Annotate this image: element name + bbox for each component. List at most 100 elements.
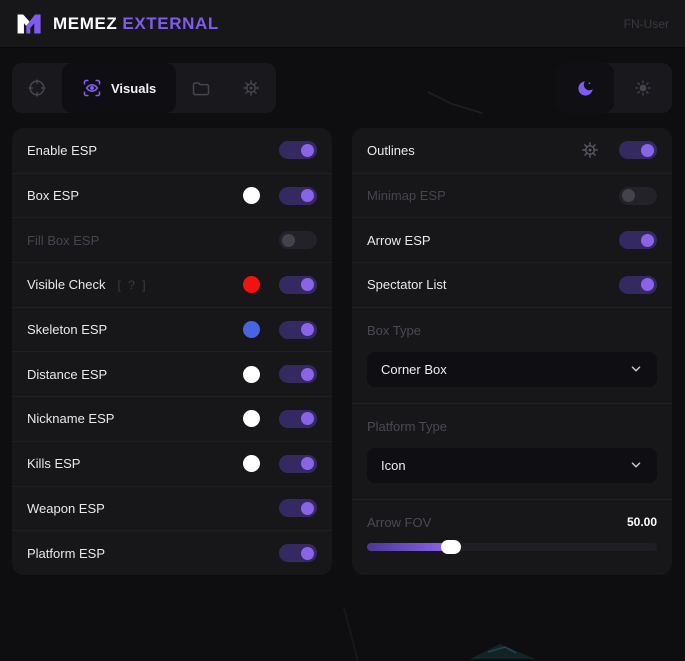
color-swatch-skeleton-esp[interactable] — [243, 321, 260, 339]
toggle-box-esp[interactable] — [279, 186, 317, 205]
color-swatch-box-esp[interactable] — [243, 187, 260, 205]
toggle-arrow-esp[interactable] — [619, 231, 657, 250]
help-hint: [ ? ] — [117, 277, 148, 292]
platform-type-select[interactable]: Icon — [367, 447, 657, 483]
setting-label: Nickname ESP — [27, 411, 115, 427]
color-swatch-visible-check[interactable] — [243, 276, 260, 294]
toggle-fill-box-esp[interactable] — [279, 231, 317, 250]
box-type-select[interactable]: Corner Box — [367, 351, 657, 387]
platform-type-section: Platform Type Icon — [352, 402, 672, 499]
tab-aimbot[interactable] — [12, 63, 62, 113]
sun-icon — [634, 79, 652, 97]
setting-row-minimap-esp: Minimap ESP — [352, 172, 672, 218]
toggle-knob — [301, 278, 314, 292]
scan-eye-icon — [82, 78, 102, 98]
setting-label: Box ESP — [27, 188, 80, 204]
setting-row-distance-esp: Distance ESP — [12, 351, 332, 396]
setting-label: Platform ESP — [27, 545, 106, 561]
setting-label: Spectator List — [367, 277, 447, 293]
toggle-nickname-esp[interactable] — [279, 409, 317, 428]
platform-type-label: Platform Type — [367, 418, 447, 434]
tab-visuals[interactable]: Visuals — [62, 63, 177, 113]
toggle-knob — [301, 546, 314, 560]
setting-label: Visible Check — [27, 277, 106, 293]
setting-label: Fill Box ESP — [27, 232, 100, 248]
toggle-platform-esp[interactable] — [279, 544, 317, 563]
arrow-fov-section: Arrow FOV 50.00 — [352, 498, 672, 554]
setting-label: Enable ESP — [27, 142, 98, 158]
arrow-fov-label: Arrow FOV — [367, 514, 432, 530]
chevron-down-icon — [631, 462, 641, 468]
toggle-distance-esp[interactable] — [279, 365, 317, 384]
toggle-outlines[interactable] — [619, 141, 657, 160]
setting-row-platform-esp: Platform ESP — [12, 530, 332, 575]
theme-dark-button[interactable] — [556, 63, 614, 113]
brand-logo — [17, 13, 41, 34]
theme-switcher — [556, 63, 672, 113]
setting-row-box-esp: Box ESP — [12, 172, 332, 218]
setting-label: Minimap ESP — [367, 188, 446, 204]
folder-icon — [191, 78, 211, 98]
toggle-minimap-esp[interactable] — [619, 186, 657, 205]
panel-esp-right: Outlines Minimap ESP Arrow ESP Spectator Li… — [352, 128, 672, 575]
setting-label: Outlines — [367, 142, 415, 158]
toggle-knob — [641, 278, 654, 292]
box-type-value: Corner Box — [381, 361, 447, 377]
color-swatch-kills-esp[interactable] — [243, 455, 260, 473]
toggle-weapon-esp[interactable] — [279, 499, 317, 518]
setting-row-skeleton-esp: Skeleton ESP — [12, 306, 332, 352]
username-label: FN-User — [623, 16, 669, 31]
toggle-visible-check[interactable] — [279, 275, 317, 294]
gear-icon[interactable] — [581, 141, 599, 159]
setting-row-spectator-list: Spectator List — [352, 262, 672, 307]
toggle-knob — [641, 233, 654, 247]
toggle-knob — [301, 501, 314, 515]
slider-knob[interactable] — [441, 539, 462, 554]
theme-light-button[interactable] — [614, 63, 672, 113]
tab-label: Visuals — [111, 80, 157, 96]
box-type-label: Box Type — [367, 322, 421, 338]
setting-row-arrow-esp: Arrow ESP — [352, 217, 672, 262]
toggle-spectator-list[interactable] — [619, 275, 657, 294]
platform-type-value: Icon — [381, 457, 406, 473]
toggle-knob — [641, 143, 654, 157]
color-swatch-nickname-esp[interactable] — [243, 410, 260, 428]
setting-row-outlines: Outlines — [352, 128, 672, 173]
arrow-fov-slider[interactable] — [367, 539, 657, 554]
tab-settings[interactable] — [226, 63, 276, 113]
chevron-down-icon — [631, 366, 641, 372]
toggle-knob — [301, 323, 314, 337]
toggle-knob — [301, 457, 314, 471]
toggle-knob — [282, 233, 295, 247]
toggle-knob — [301, 412, 314, 426]
setting-row-enable-esp: Enable ESP — [12, 128, 332, 173]
crosshair-icon — [27, 78, 47, 98]
tab-configs[interactable] — [176, 63, 226, 113]
brand-name: MEMEZ — [53, 13, 118, 33]
gear-icon — [242, 79, 260, 97]
setting-label: Kills ESP — [27, 456, 81, 472]
setting-label: Distance ESP — [27, 366, 108, 382]
app-title: MEMEZ EXTERNAL — [53, 14, 219, 34]
setting-label: Skeleton ESP — [27, 322, 108, 338]
setting-row-fill-box-esp: Fill Box ESP — [12, 217, 332, 262]
setting-row-nickname-esp: Nickname ESP — [12, 396, 332, 441]
box-type-section: Box Type Corner Box — [352, 306, 672, 403]
toggle-knob — [301, 189, 314, 203]
toggle-enable-esp[interactable] — [279, 141, 317, 160]
brand-suffix: EXTERNAL — [122, 13, 219, 33]
panel-esp-left: Enable ESP Box ESP Fill Box ESP Visible Che… — [12, 128, 332, 575]
tab-bar: Visuals — [12, 63, 672, 113]
toggle-kills-esp[interactable] — [279, 454, 317, 473]
title-bar: MEMEZ EXTERNAL FN-User — [0, 0, 685, 48]
slider-fill — [367, 542, 452, 551]
setting-label: Weapon ESP — [27, 500, 105, 516]
setting-row-visible-check: Visible Check [ ? ] — [12, 262, 332, 307]
moon-icon — [576, 79, 595, 98]
toggle-knob — [301, 367, 314, 381]
toggle-skeleton-esp[interactable] — [279, 320, 317, 339]
toggle-knob — [301, 143, 314, 157]
nav-tabs: Visuals — [12, 63, 277, 113]
setting-label: Arrow ESP — [367, 232, 431, 248]
color-swatch-distance-esp[interactable] — [243, 365, 260, 383]
